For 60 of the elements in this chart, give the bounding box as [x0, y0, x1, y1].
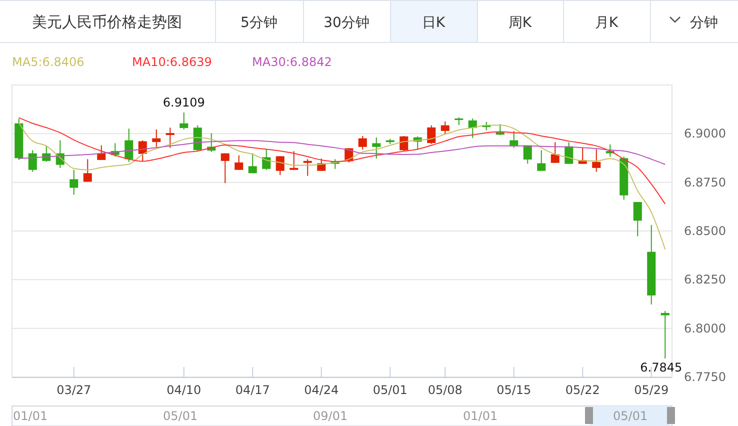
candlestick — [358, 136, 367, 150]
y-tick-label: 6.8750 — [684, 175, 726, 190]
candlestick — [660, 310, 670, 360]
x-tick-label: 04/10 — [166, 383, 202, 397]
candlestick — [166, 127, 174, 148]
x-tick-label: 03/27 — [56, 383, 92, 397]
candlestick — [633, 201, 642, 237]
text: 5分钟 — [240, 15, 278, 31]
y-tick-label: 6.7750 — [684, 370, 726, 384]
x-tick-label: 05/22 — [565, 383, 600, 397]
text: 30分钟 — [324, 15, 370, 31]
y-tick-label: 6.8500 — [684, 224, 726, 238]
text: 分钟 — [690, 15, 718, 31]
candlestick — [276, 156, 284, 176]
text: 日K — [422, 15, 446, 31]
x-tick-label: 04/24 — [304, 383, 339, 397]
annotation: 6.7845 — [640, 360, 682, 375]
candlestick — [303, 158, 312, 176]
candlestick — [70, 169, 78, 196]
x-tick-label: 04/17 — [235, 383, 270, 397]
candlestick — [427, 124, 436, 144]
x-tick-label: 05/08 — [428, 383, 462, 397]
candlestick — [97, 144, 106, 160]
candlestick — [83, 158, 92, 182]
candlestick — [262, 148, 271, 170]
y-tick-label: 6.8250 — [684, 272, 726, 287]
text: 01/01 — [463, 409, 498, 423]
candlestick — [124, 128, 134, 162]
text: MA30:6.8842 — [252, 55, 332, 69]
x-tick-label: 05/29 — [634, 383, 669, 397]
text: 月K — [594, 15, 619, 31]
x-tick-label: 05/01 — [372, 383, 408, 397]
text: 09/01 — [313, 409, 348, 423]
candlestick — [28, 150, 37, 172]
text: MA5:6.8406 — [12, 55, 84, 69]
text: 05/01 — [163, 409, 198, 423]
candlestick — [290, 150, 298, 170]
candlestick — [537, 150, 546, 172]
annotation: 6.9109 — [162, 95, 205, 110]
candlestick — [193, 124, 202, 152]
candlestick — [440, 120, 450, 135]
candlestick — [550, 142, 560, 164]
candlestick — [220, 152, 230, 184]
candlestick — [523, 144, 532, 164]
chart-title: 美元人民币价格走势图 — [32, 13, 182, 31]
text: 01/01 — [13, 409, 48, 423]
text: 周K — [508, 15, 532, 31]
text: 05/01 — [613, 409, 648, 423]
candlestick — [152, 128, 161, 148]
y-tick-label: 6.8000 — [684, 321, 726, 336]
candlestick — [400, 136, 408, 152]
line-series — [18, 117, 666, 204]
candlestick — [372, 136, 381, 160]
candlestick — [248, 152, 257, 174]
candlestick — [592, 148, 601, 172]
candlestick — [234, 154, 244, 170]
y-tick-label: 6.9000 — [684, 126, 726, 141]
text: MA10:6.8639 — [132, 55, 212, 69]
candlestick — [180, 112, 188, 130]
x-tick-label: 05/15 — [496, 383, 532, 397]
